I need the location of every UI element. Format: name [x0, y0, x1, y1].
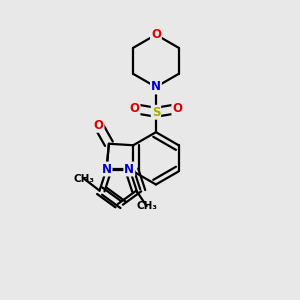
- Text: CH₃: CH₃: [136, 201, 157, 211]
- Text: S: S: [152, 106, 160, 119]
- Text: N: N: [101, 163, 112, 176]
- Text: O: O: [94, 119, 103, 132]
- Text: N: N: [124, 163, 134, 176]
- Text: O: O: [172, 102, 182, 115]
- Text: CH₃: CH₃: [74, 174, 94, 184]
- Text: O: O: [151, 28, 161, 41]
- Text: N: N: [151, 80, 161, 94]
- Text: O: O: [130, 102, 140, 115]
